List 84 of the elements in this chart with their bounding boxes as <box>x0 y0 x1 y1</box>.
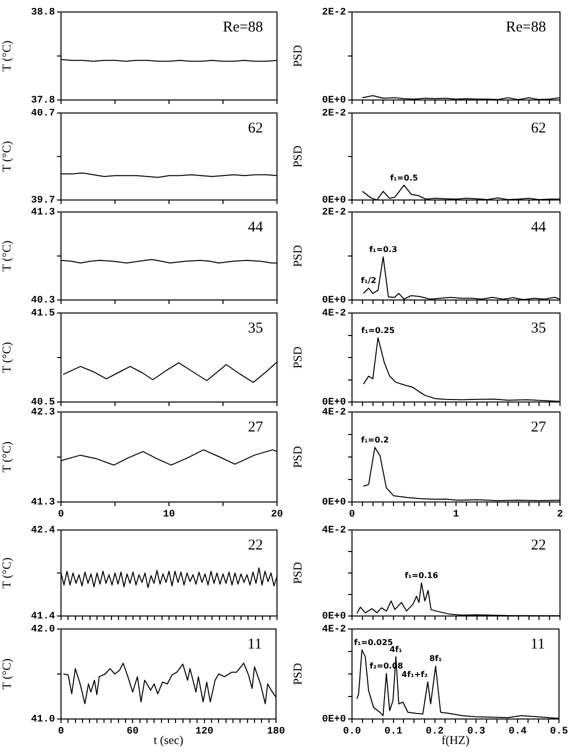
y-tick-label: 37.8 <box>30 96 55 107</box>
x-axis-title: t (sec) <box>154 732 184 747</box>
annotation: f₁=0.3 <box>369 244 398 254</box>
annotation: f₁=0.5 <box>390 173 418 182</box>
annotation: f₁/2 <box>360 276 376 286</box>
y-axis-title: T (°C) <box>0 442 14 472</box>
x-tick-label: 0.0 <box>342 726 362 738</box>
x-tick-label: 0.1 <box>384 726 402 738</box>
annotation: 44 <box>531 219 546 236</box>
y-tick-label: 39.7 <box>30 196 55 207</box>
annotation: 62 <box>531 120 546 136</box>
annotation: 35 <box>248 320 263 336</box>
x-tick-label: 0.4 <box>508 726 527 738</box>
y-axis-title: T (°C) <box>0 342 14 373</box>
annotation: f₁=0.2 <box>360 435 389 444</box>
x-tick-label: 0.2 <box>426 726 444 738</box>
annotation: 27 <box>531 419 546 436</box>
y-axis-title: T (°C) <box>0 658 14 690</box>
annotation: f₁=0.25 <box>361 326 396 335</box>
annotation: 11 <box>248 636 262 652</box>
x-tick-label: 180 <box>266 726 286 738</box>
y-tick-label: 40.3 <box>30 296 55 307</box>
annotation: 44 <box>248 219 264 236</box>
y-tick-label: 40.5 <box>30 398 55 409</box>
y-tick-label: 42.4 <box>30 526 55 537</box>
y-axis-title: PSD <box>290 662 304 686</box>
annotation: f₁=0.16 <box>404 570 439 580</box>
y-axis-title: T (°C) <box>0 558 14 588</box>
y-tick-label: 41.3 <box>30 498 55 509</box>
annotation: 22 <box>248 537 263 554</box>
x-tick-label: 1 <box>452 510 460 521</box>
y-tick-label: 40.7 <box>30 108 55 120</box>
y-tick-label: 4E-2 <box>322 308 346 320</box>
y-tick-label: 42.0 <box>30 624 55 636</box>
y-axis-title: PSD <box>290 244 304 268</box>
y-tick-label: 4E-2 <box>322 408 346 419</box>
y-tick-label: 0E+0 <box>322 296 346 307</box>
annotation: 62 <box>248 120 263 136</box>
annotation: f₁=0.025 <box>354 638 394 648</box>
x-tick-label: 0 <box>58 726 64 738</box>
annotation: 11 <box>530 636 545 652</box>
y-axis-title: T (°C) <box>0 141 14 172</box>
x-tick-label: 10 <box>162 510 176 521</box>
annotation: Re=88 <box>506 19 546 36</box>
y-tick-label: 0E+0 <box>322 96 346 107</box>
annotation: 4f₁ <box>390 644 403 654</box>
y-axis-title: PSD <box>290 446 304 468</box>
annotation: Re=88 <box>222 19 263 36</box>
y-tick-label: 0E+0 <box>322 612 346 623</box>
x-axis-title: f(HZ) <box>442 732 470 747</box>
y-axis-title: PSD <box>290 562 304 584</box>
y-tick-label: 0E+0 <box>322 196 346 207</box>
x-tick-label: 2 <box>556 510 564 521</box>
y-axis-title: PSD <box>290 44 304 68</box>
x-tick-label: 0 <box>58 510 64 521</box>
annotation: 22 <box>531 537 546 554</box>
y-tick-label: 0E+0 <box>322 714 346 726</box>
annotation: 27 <box>248 419 264 436</box>
y-tick-label: 4E-2 <box>322 526 346 537</box>
x-tick-label: 0 <box>348 510 356 521</box>
y-tick-label: 2E-2 <box>322 208 346 219</box>
y-tick-label: 2E-2 <box>322 8 346 19</box>
annotation: 4f₁+f₂ <box>402 670 428 679</box>
x-tick-label: 20 <box>270 510 284 521</box>
y-axis-title: T (°C) <box>0 40 14 72</box>
y-tick-label: 41.5 <box>30 308 55 320</box>
annotation: 35 <box>531 320 546 336</box>
y-tick-label: 38.8 <box>30 8 55 19</box>
y-axis-title: PSD <box>290 346 304 369</box>
y-axis-title: T (°C) <box>0 240 14 272</box>
y-tick-label: 4E-2 <box>322 624 346 636</box>
x-tick-label: 60 <box>126 726 139 738</box>
annotation: 8f₁ <box>429 654 442 664</box>
y-tick-label: 42.3 <box>30 408 55 419</box>
y-tick-label: 41.3 <box>30 208 55 219</box>
y-tick-label: 0E+0 <box>322 498 346 509</box>
y-tick-label: 2E-2 <box>322 108 346 120</box>
x-tick-label: 0.5 <box>550 726 568 738</box>
x-tick-label: 0.3 <box>467 726 486 738</box>
x-tick-label: 120 <box>195 726 214 738</box>
y-tick-label: 0E+0 <box>322 398 346 409</box>
y-axis-title: PSD <box>290 145 304 168</box>
y-tick-label: 41.0 <box>30 714 55 726</box>
y-tick-label: 41.4 <box>30 612 55 623</box>
